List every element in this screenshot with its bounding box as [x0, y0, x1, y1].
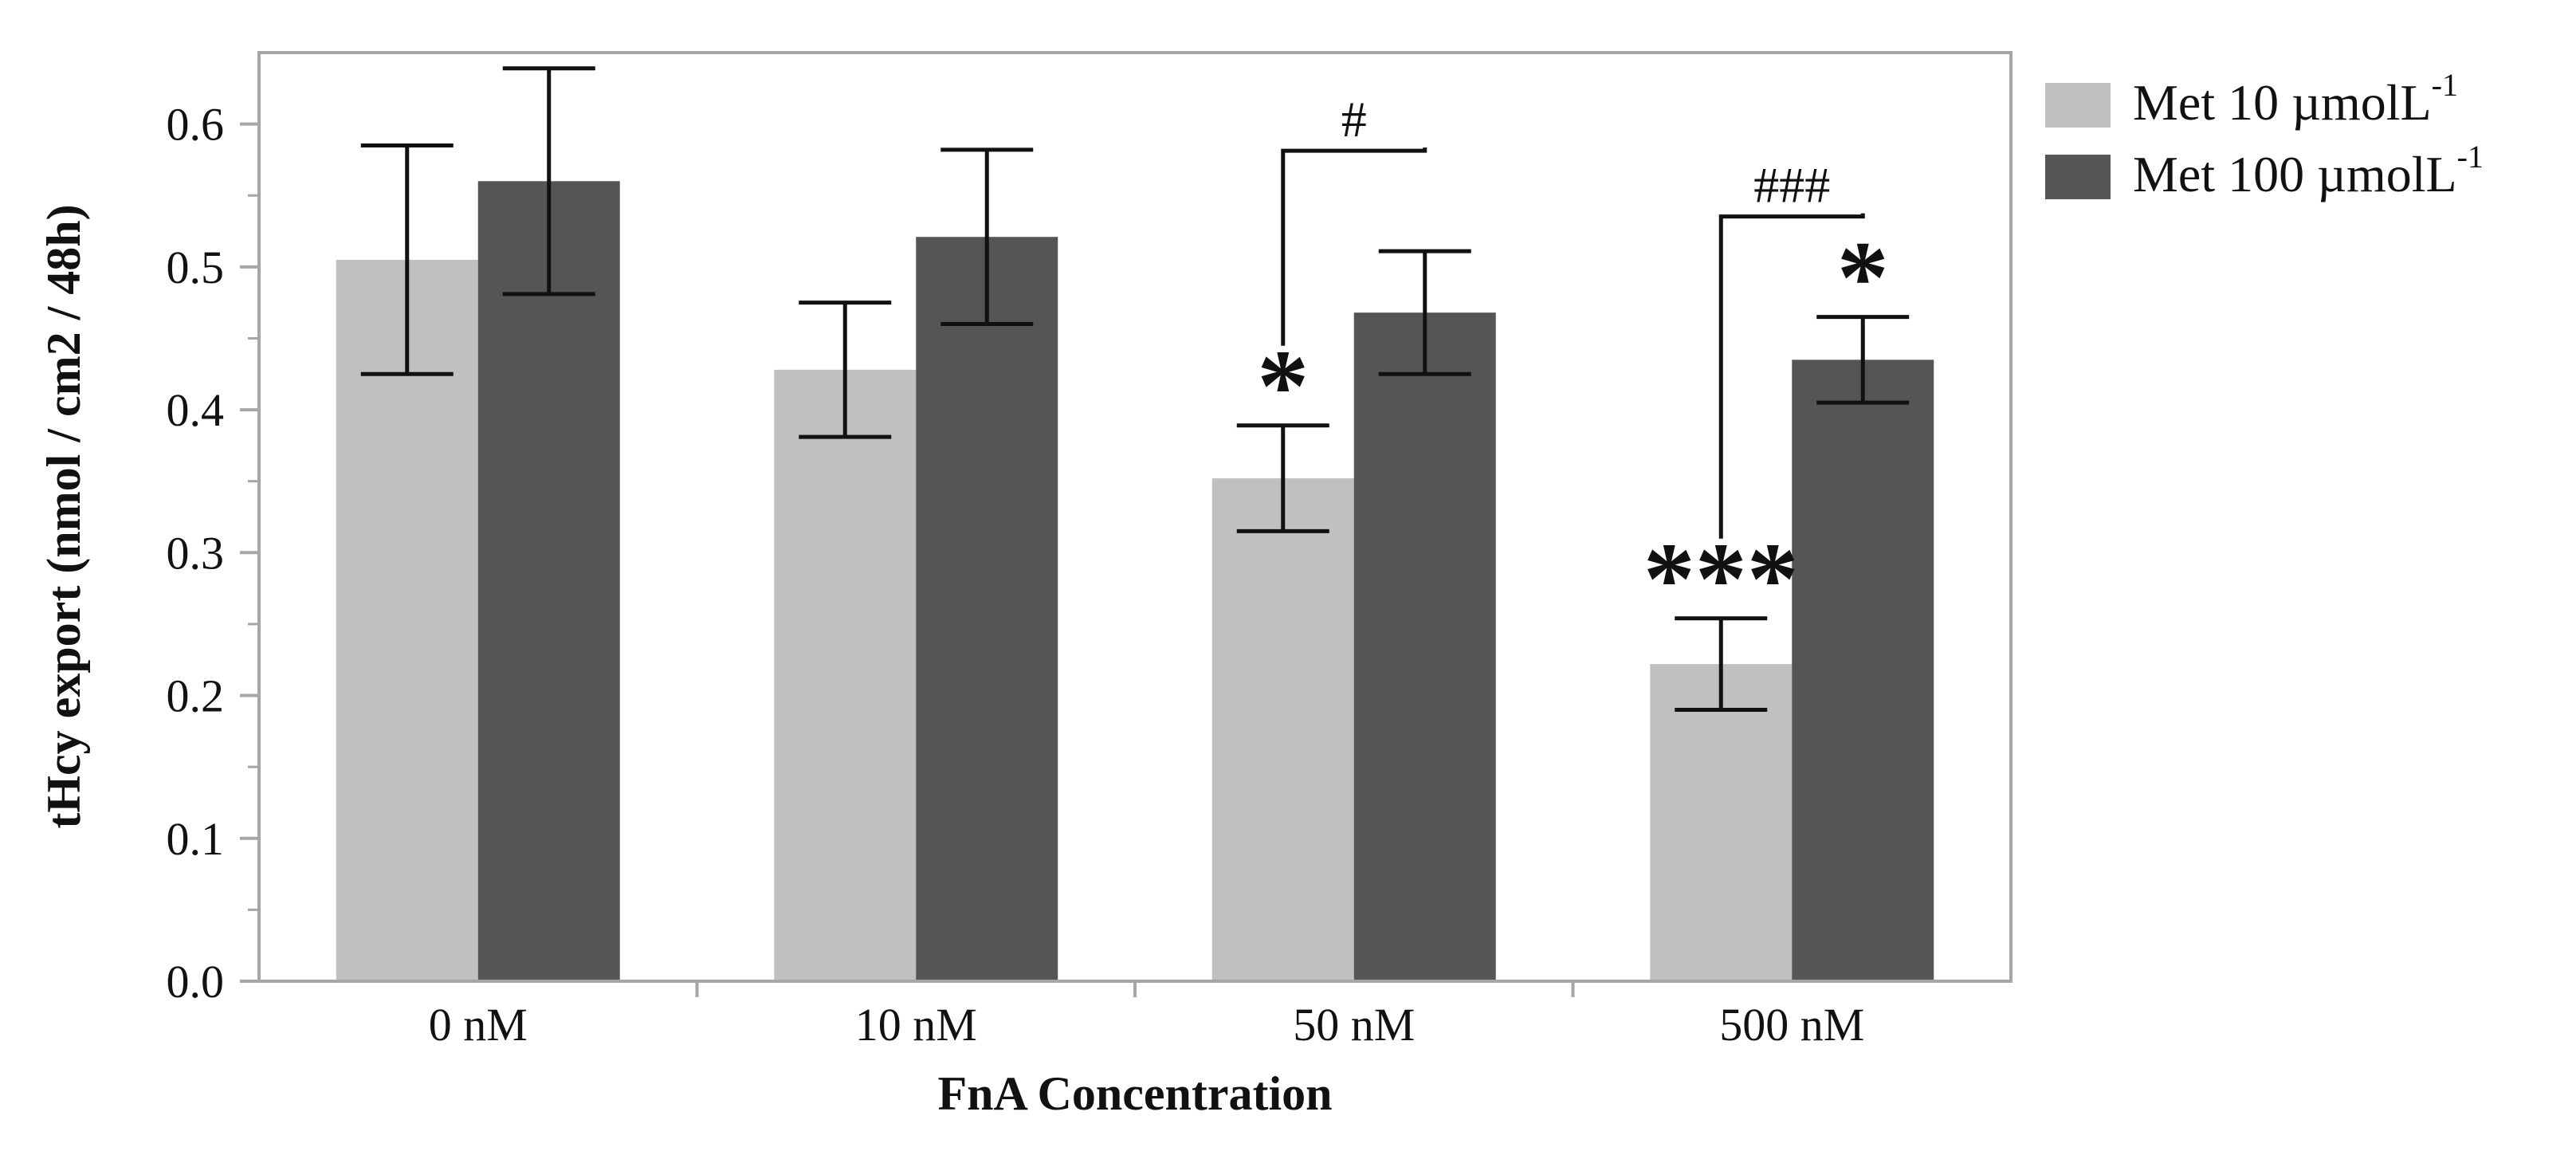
- bracket-label: ###: [1753, 157, 1830, 214]
- error-bar-series-1-category-1: [940, 147, 1034, 327]
- bar-series-1-category-2: [1353, 312, 1496, 981]
- bar-series-1-category-0: [477, 181, 620, 982]
- significance-annotations: *****####: [1257, 91, 1889, 637]
- y-tick-label: 0.6: [167, 99, 225, 151]
- bracket-label: #: [1341, 91, 1367, 147]
- y-tick-label: 0.2: [167, 670, 225, 722]
- y-axis-title: tHcy export (nmol / cm2 / 48h): [37, 204, 90, 828]
- y-tick-label: 0.4: [167, 384, 225, 436]
- bracket-line: [1718, 213, 1865, 539]
- x-tick-label: 10 nM: [855, 999, 977, 1051]
- bar-series-0-category-2: [1211, 478, 1354, 981]
- y-tick-label: 0.5: [167, 242, 225, 293]
- significance-star: *: [1257, 329, 1309, 444]
- bar-series-1-category-1: [916, 237, 1058, 981]
- x-tick-label: 500 nM: [1719, 999, 1864, 1051]
- legend-swatch-met-100: [2045, 155, 2111, 199]
- comparison-bracket: #: [1281, 91, 1427, 346]
- error-bar-series-1-category-2: [1378, 249, 1471, 376]
- bar-series-0-category-0: [336, 259, 478, 981]
- bars-layer: [336, 181, 1934, 982]
- y-axis: 0.0 0.1 0.2 0.3 0.4 0.5 0.6: [167, 99, 259, 1008]
- y-tick-label: 0.1: [167, 813, 225, 865]
- x-axis: 0 nM 10 nM 50 nM 500 nM: [429, 981, 1864, 1051]
- significance-star: *: [1837, 221, 1889, 336]
- error-bar-series-1-category-0: [502, 66, 595, 297]
- legend-swatch-met-10: [2045, 83, 2111, 128]
- bar-series-0-category-3: [1650, 664, 1793, 981]
- bracket-line: [1281, 147, 1427, 346]
- legend-label-met-10: Met 10 µmolL-1: [2133, 67, 2458, 131]
- comparison-bracket: ###: [1718, 157, 1865, 539]
- y-tick-label: 0.0: [167, 956, 225, 1008]
- error-bar-series-0-category-0: [360, 143, 454, 376]
- error-bar-series-0-category-3: [1675, 616, 1768, 712]
- error-bar-series-0-category-2: [1236, 423, 1329, 533]
- error-bar-series-0-category-1: [799, 301, 892, 439]
- error-bar-series-1-category-3: [1816, 315, 1910, 405]
- legend: Met 10 µmolL-1 Met 100 µmolL-1: [2045, 67, 2484, 202]
- bar-series-1-category-3: [1792, 359, 1934, 981]
- x-axis-title: FnA Concentration: [938, 1067, 1333, 1120]
- x-tick-label: 0 nM: [429, 999, 528, 1051]
- y-tick-label: 0.3: [167, 527, 225, 579]
- significance-star: ***: [1643, 522, 1799, 637]
- bar-series-0-category-1: [774, 369, 917, 981]
- x-tick-label: 50 nM: [1293, 999, 1415, 1051]
- error-bars-layer: [360, 66, 1910, 712]
- legend-label-met-100: Met 100 µmolL-1: [2133, 139, 2484, 202]
